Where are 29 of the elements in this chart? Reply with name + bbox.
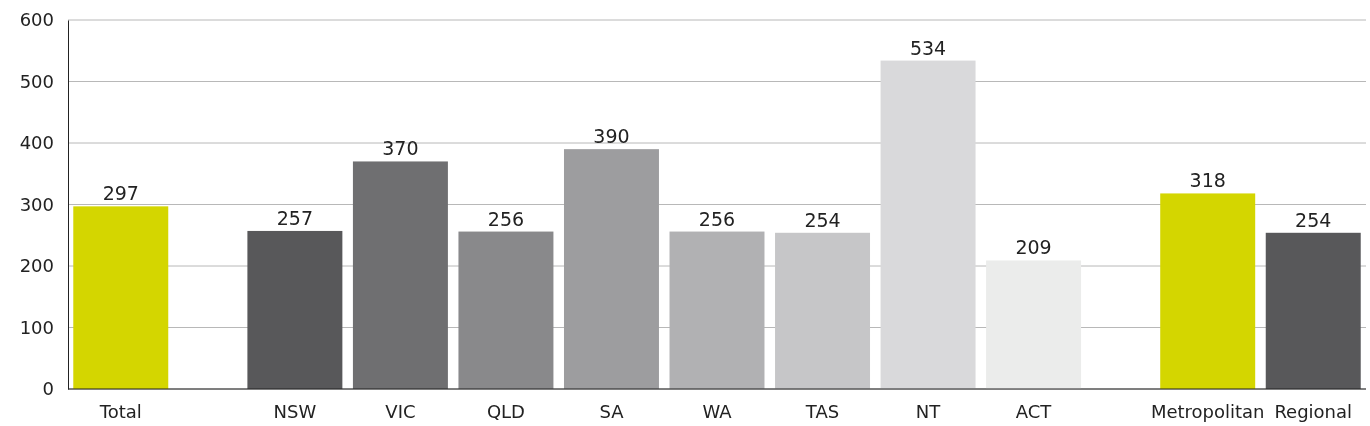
x-tick-label: TAS: [804, 401, 840, 422]
data-label: 318: [1189, 169, 1226, 192]
data-label: 257: [276, 206, 314, 229]
x-tick-label: SA: [599, 401, 625, 422]
data-label: 534: [909, 36, 947, 59]
x-tick-label: NT: [915, 401, 942, 422]
data-label: 390: [593, 125, 630, 148]
y-tick-label: 100: [19, 316, 54, 338]
data-label: 254: [1295, 208, 1332, 231]
data-label: 209: [1015, 236, 1052, 259]
x-tick-label: WA: [702, 401, 733, 422]
data-label: 254: [804, 208, 841, 231]
data-label: 370: [382, 137, 419, 160]
data-label: 256: [487, 207, 525, 230]
y-tick-label: 600: [19, 9, 54, 31]
x-tick-label: Regional: [1274, 401, 1353, 422]
x-tick-label: VIC: [385, 401, 416, 422]
y-tick-label: 500: [19, 70, 54, 92]
x-tick-label: NSW: [273, 401, 317, 422]
y-tick-label: 300: [19, 193, 54, 215]
y-tick-label: 200: [19, 255, 54, 277]
data-label: 256: [698, 207, 736, 230]
y-tick-label: 0: [42, 378, 54, 400]
x-tick-label: Total: [98, 401, 142, 422]
x-tick-label: Metropolitan: [1150, 401, 1265, 422]
x-tick-label: QLD: [486, 401, 525, 422]
data-label: 297: [102, 182, 139, 205]
y-tick-label: 400: [19, 132, 54, 154]
x-tick-label: ACT: [1015, 401, 1053, 422]
